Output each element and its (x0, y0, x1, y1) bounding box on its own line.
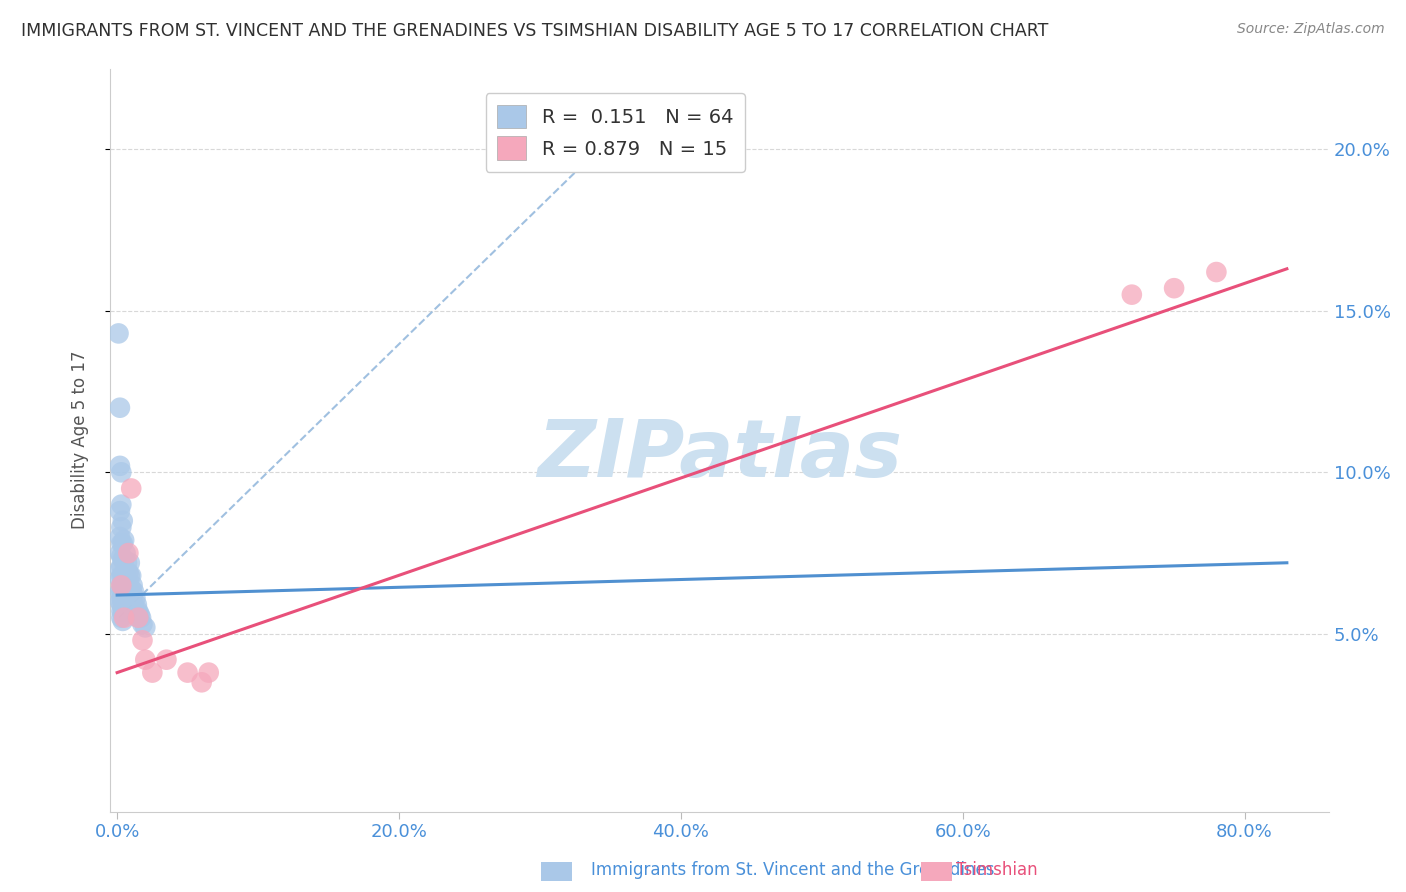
Point (128, 607, 150, 622)
Point (110, 598, 132, 612)
Point (108, 562, 131, 576)
Point (117, 566, 139, 580)
Point (176, 665, 198, 680)
Point (120, 594, 142, 608)
Y-axis label: Disability Age 5 to 17: Disability Age 5 to 17 (72, 351, 89, 529)
Point (110, 604, 132, 618)
Point (111, 594, 134, 608)
Point (120, 568, 142, 582)
Point (111, 614, 134, 628)
Point (110, 549, 132, 564)
Point (131, 617, 153, 632)
Point (112, 568, 135, 582)
Text: Immigrants from St. Vincent and the Grenadines: Immigrants from St. Vincent and the Gren… (591, 861, 994, 879)
Point (110, 498, 132, 512)
Point (1121, 287, 1143, 301)
Point (107, 326, 129, 341)
Point (155, 653, 177, 667)
Point (111, 514, 134, 528)
Point (1163, 281, 1185, 295)
Point (112, 610, 135, 624)
Point (108, 585, 131, 599)
Point (112, 533, 135, 548)
Point (120, 582, 142, 596)
Point (108, 594, 131, 608)
Point (131, 633, 153, 648)
Point (114, 546, 136, 560)
Point (114, 594, 136, 608)
Point (120, 482, 142, 496)
Point (122, 598, 145, 612)
Point (110, 578, 132, 592)
Point (124, 591, 146, 606)
Point (118, 568, 141, 582)
Point (110, 466, 132, 480)
Point (1205, 265, 1227, 279)
Point (127, 610, 149, 624)
Point (114, 582, 136, 596)
Point (110, 559, 132, 574)
Point (110, 585, 132, 599)
Point (117, 582, 139, 596)
Point (108, 458, 131, 473)
Point (108, 572, 131, 586)
Point (117, 546, 139, 560)
Text: ZIPatlas: ZIPatlas (537, 416, 903, 494)
Point (112, 604, 135, 618)
Point (121, 588, 143, 602)
Point (110, 591, 132, 606)
Point (134, 653, 156, 667)
Point (108, 401, 131, 415)
Point (112, 594, 135, 608)
Legend: R =  0.151   N = 64, R = 0.879   N = 15: R = 0.151 N = 64, R = 0.879 N = 15 (485, 93, 745, 171)
Point (115, 572, 138, 586)
Point (125, 598, 148, 612)
Point (110, 568, 132, 582)
Point (115, 556, 138, 570)
Point (129, 610, 152, 624)
Point (112, 582, 135, 596)
Point (108, 530, 131, 544)
Point (110, 610, 132, 624)
Point (134, 620, 156, 634)
Point (122, 585, 145, 599)
Point (111, 552, 134, 566)
Point (110, 520, 132, 534)
Point (197, 665, 219, 680)
Point (115, 588, 138, 602)
Point (115, 601, 138, 615)
Point (118, 556, 141, 570)
Point (110, 578, 132, 592)
Text: Tsimshian: Tsimshian (956, 861, 1038, 879)
Point (111, 604, 134, 618)
Point (108, 504, 131, 518)
Text: IMMIGRANTS FROM ST. VINCENT AND THE GRENADINES VS TSIMSHIAN DISABILITY AGE 5 TO : IMMIGRANTS FROM ST. VINCENT AND THE GREN… (21, 22, 1049, 40)
Point (111, 536, 134, 550)
Point (111, 568, 134, 582)
Point (127, 610, 149, 624)
Point (108, 546, 131, 560)
Point (190, 675, 212, 690)
Text: Source: ZipAtlas.com: Source: ZipAtlas.com (1237, 22, 1385, 37)
Point (110, 536, 132, 550)
Point (121, 578, 143, 592)
Point (141, 665, 163, 680)
Point (114, 566, 136, 580)
Point (111, 582, 134, 596)
Point (127, 604, 149, 618)
Point (112, 552, 135, 566)
